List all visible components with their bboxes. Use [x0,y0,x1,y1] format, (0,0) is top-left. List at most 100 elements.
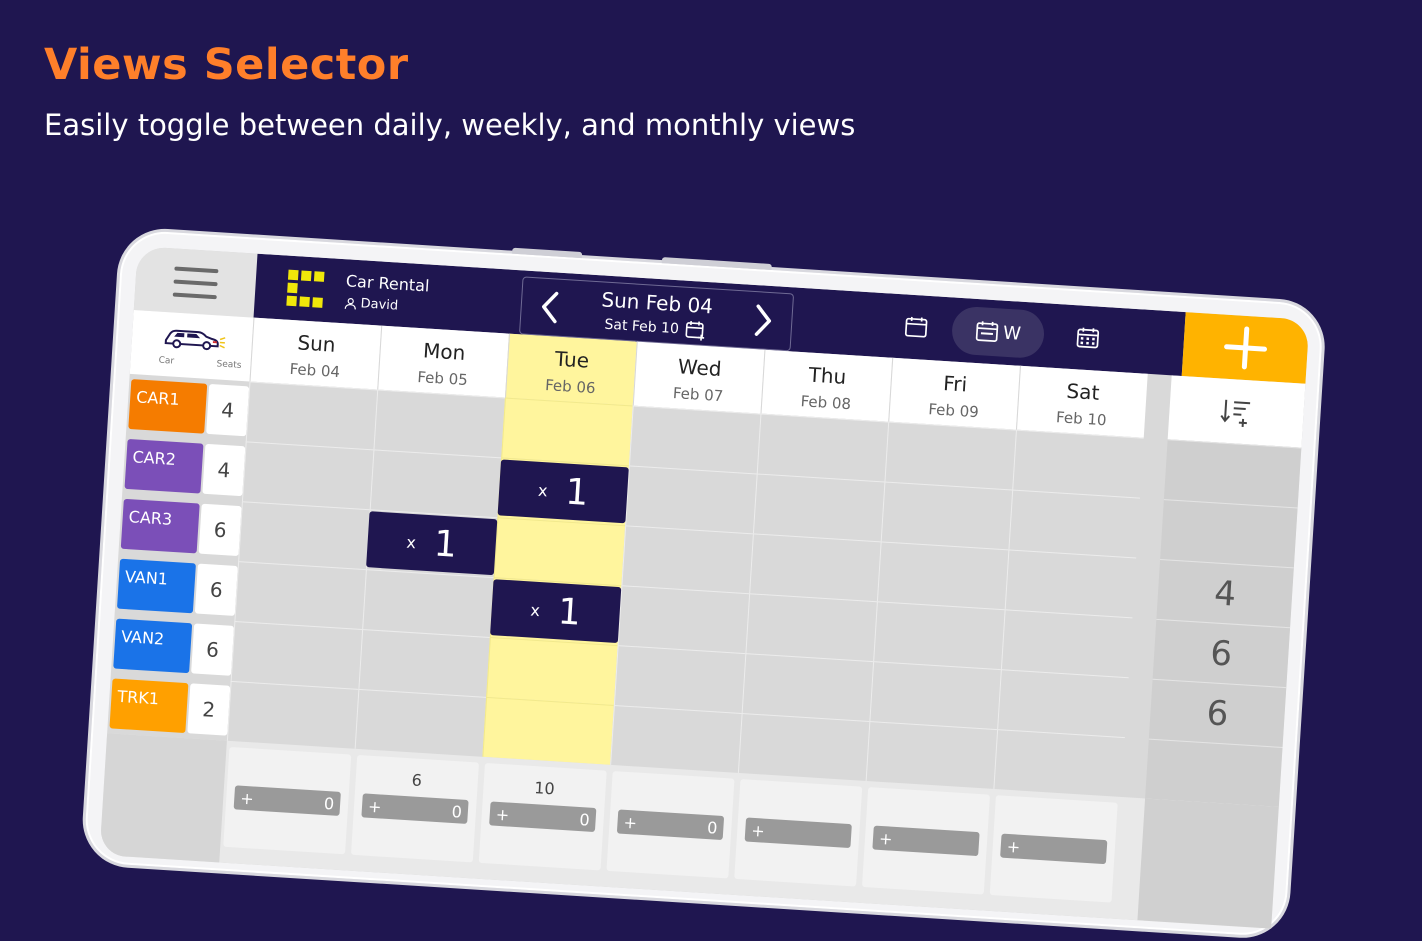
schedule-cell[interactable] [618,585,750,653]
schedule-cell[interactable] [749,533,881,601]
day-date: Feb 06 [506,374,634,400]
schedule-cell[interactable] [494,517,626,585]
schedule-cell[interactable] [757,414,889,482]
row-summary-cell [1160,499,1298,567]
seats-count: 4 [206,384,249,436]
schedule-cell[interactable] [486,637,618,705]
schedule-cell[interactable] [358,629,490,697]
schedule-cell[interactable] [1005,549,1137,617]
sort-button[interactable] [1168,375,1306,447]
week-end-date: Sat Feb 10 [604,317,679,338]
vehicle-label-car2[interactable]: CAR2 [125,439,204,494]
week-view-button[interactable]: W [951,306,1046,360]
month-view-button[interactable] [1064,313,1111,364]
schedule-cell[interactable] [501,398,633,466]
schedule-cell[interactable] [362,569,494,637]
schedule-cell[interactable] [246,381,378,449]
vehicle-label-car3[interactable]: CAR3 [121,499,200,554]
row-summary-cell [1145,739,1283,807]
seats-column-label: Seats [216,359,242,371]
schedule-cell[interactable] [482,697,614,765]
schedule-cell[interactable] [614,645,746,713]
user-icon [344,297,357,310]
schedule-cell[interactable] [993,729,1125,797]
add-booking-button[interactable] [1182,312,1310,384]
schedule-cell[interactable] [738,713,870,781]
footer-add-control[interactable]: + [872,826,979,857]
day-date: Feb 05 [379,366,507,392]
schedule-cell[interactable] [997,669,1129,737]
footer-add-control[interactable]: +0 [234,785,341,816]
schedule-cell[interactable] [873,601,1005,669]
schedule-cell[interactable] [242,441,374,509]
vehicle-label-van2[interactable]: VAN2 [113,619,192,674]
schedule-cell[interactable] [373,389,505,457]
schedule-cell[interactable] [621,525,753,593]
schedule-cell[interactable] [869,661,1001,729]
footer-add-control[interactable]: + [1000,834,1107,865]
vehicle-label-car1[interactable]: CAR1 [128,379,207,434]
schedule-cell[interactable] [238,501,370,569]
day-view-button[interactable] [893,302,940,353]
user-name: David [360,296,398,313]
footer-add-control[interactable]: +0 [489,801,596,832]
schedule-cell[interactable] [881,482,1013,550]
phone-side-button [512,248,582,258]
footer-add-control[interactable]: + [745,817,852,848]
plus-icon: + [751,820,766,840]
schedule-cell[interactable] [610,705,742,773]
schedule-cell[interactable] [1012,430,1144,498]
calendar-add-icon[interactable] [684,320,707,341]
schedule-cell[interactable] [370,449,502,517]
schedule-cell[interactable] [234,561,366,629]
vehicle-label-van1[interactable]: VAN1 [117,559,196,614]
footer-total [612,783,734,791]
schedule-cell[interactable] [629,406,761,474]
day-name: Fri [891,368,1019,400]
schedule-cell[interactable] [625,465,757,533]
footer-add-control[interactable]: +0 [361,793,468,824]
day-name: Mon [380,336,508,368]
schedule-cell[interactable] [877,541,1009,609]
app-logo-icon [286,270,328,308]
schedule-cell[interactable] [1001,609,1133,677]
booking-multiplier: x [406,532,417,552]
schedule-cell[interactable] [227,681,359,749]
plus-icon: + [240,788,255,808]
hamburger-icon[interactable] [173,267,219,300]
schedule-cell[interactable] [866,721,998,789]
app-screen: Car Rental David Sun Feb 04 Sat Feb 10 [99,246,1309,929]
vehicle-column-header: Car Seats [130,310,254,381]
footer-day-cell: +0 [606,771,734,878]
schedule-cell[interactable] [231,621,363,689]
booking-count: 1 [564,471,589,513]
phone-frame: Car Rental David Sun Feb 04 Sat Feb 10 [80,226,1328,941]
footer-corner [99,733,226,862]
schedule-cell[interactable] [742,653,874,721]
booking-multiplier: x [530,600,541,620]
footer-add-control[interactable]: +0 [617,809,724,840]
schedule-cell[interactable] [884,422,1016,490]
phone-side-button [662,257,772,270]
footer-side-cell [1137,798,1278,928]
schedule-cell[interactable] [355,689,487,757]
schedule-cell[interactable] [1008,490,1140,558]
car-icon [161,322,227,352]
day-date: Feb 07 [634,382,762,408]
booking-multiplier: x [537,480,548,500]
vehicle-label-trk1[interactable]: TRK1 [109,678,188,733]
schedule-cell[interactable] [753,473,885,541]
seats-count: 6 [195,564,238,616]
next-week-button[interactable] [746,300,778,342]
schedule-cell[interactable] [745,593,877,661]
